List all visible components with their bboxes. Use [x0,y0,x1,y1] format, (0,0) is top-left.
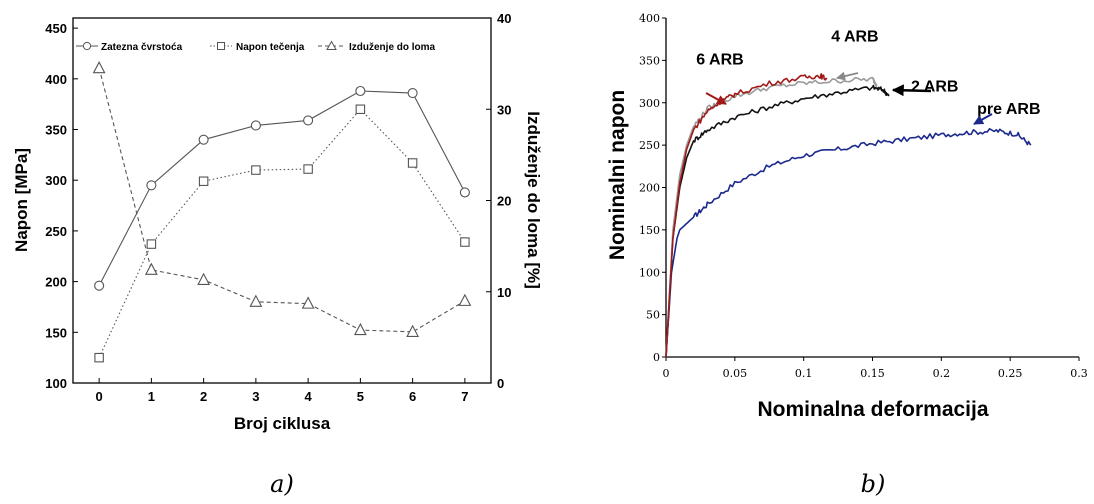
data-point [303,164,313,174]
chart-a-frame [72,17,492,384]
data-point [146,239,157,249]
x-tick-label: 0.2 [933,367,951,380]
chart-a-y-axis-label: Napon [MPa] [12,148,31,252]
y-tick-label: 300 [45,173,67,188]
data-point [353,322,367,336]
data-point [94,280,105,291]
data-point [144,262,158,275]
y-tick-label: 250 [45,224,67,239]
annotation-arrows [705,71,993,125]
data-point [301,296,315,309]
chart-a: 0 1 2 3 4 5 6 7 100 150 200 250 300 350 400 450 0 10 20 3… [12,11,543,498]
series-napon-tecenja [94,104,470,363]
y-tick-label: 350 [45,123,67,138]
y-tick-label: 100 [639,266,660,279]
series-line [98,90,466,286]
annotation-pre-arb: pre ARB [977,101,1040,118]
annotation-6-arb: 6 ARB [696,52,743,69]
right-y-tick-label: 0 [497,376,504,391]
legend-label: Napon tečenja [236,42,305,53]
y-tick-label: 200 [639,182,660,195]
x-tick-label: 0.15 [860,367,885,380]
data-point [92,61,106,74]
series-pre-arb [665,128,1032,358]
x-tick-label: 0 [663,367,670,380]
legend-entry-napon-tecenja: Napon tečenja [210,42,305,53]
y-tick-label: 150 [45,325,67,340]
y-tick-label: 50 [646,309,660,322]
x-tick-label: 1 [148,389,155,404]
x-tick-label: 2 [200,389,207,404]
chart-b-x-axis-label: Nominalna deformacija [757,398,988,421]
x-tick-label: 3 [252,389,259,404]
legend-label: Izduženje do loma [349,42,436,53]
caption-b: b) [861,470,886,498]
data-point [406,324,420,337]
legend-label: Zatezna čvrstoća [101,42,183,53]
series-2-arb [665,84,890,358]
x-tick-label: 0 [96,389,103,404]
y-tick-label: 450 [45,21,67,36]
right-y-tick-label: 10 [497,285,511,300]
data-point [146,180,157,191]
x-tick-label: 7 [461,389,468,404]
series-zatezna-cvrstoca [94,85,470,291]
legend-entry-izduzenje-do-loma: Izduženje do loma [318,40,436,53]
y-tick-label: 200 [45,275,67,290]
y-tick-label: 100 [45,376,67,391]
y-tick-label: 0 [653,351,660,364]
right-y-tick-label: 20 [497,194,511,209]
data-point [94,352,104,363]
x-tick-label: 4 [305,389,313,404]
chart-b: 0 0.05 0.1 0.15 0.2 0.25 0.3 0 50 100 150 200 250 30… [606,12,1088,498]
annotation-4-arb: 4 ARB [831,29,878,46]
data-point [250,120,261,131]
data-point [407,87,418,99]
data-point [407,158,418,168]
arrow-6-arb [705,92,727,105]
data-point [303,115,314,126]
chart-a-right-axis-label: Izduženje do loma [%] [524,111,543,289]
arrow-pre-arb [973,113,993,125]
data-point [355,85,366,97]
y-tick-label: 300 [639,97,660,110]
chart-a-legend: Zatezna čvrstoća Napon tečenja Izduženje… [76,40,436,53]
x-tick-label: 0.3 [1070,367,1088,380]
right-y-tick-label: 40 [497,11,511,26]
y-tick-label: 400 [45,72,67,87]
chart-b-y-axis-label: Nominalni napon [606,90,629,260]
data-point [458,293,472,306]
y-tick-label: 350 [639,54,660,67]
y-tick-label: 400 [639,12,660,25]
data-point [460,237,470,247]
data-point [355,104,366,115]
x-tick-label: 6 [409,389,416,404]
series-line [98,68,466,333]
data-point [251,165,261,175]
series-6-arb [665,73,828,358]
chart-a-x-axis-label: Broj ciklusa [234,414,331,433]
series-izduzenje-do-loma [92,61,472,337]
series-line [98,108,466,358]
annotation-2-arb: 2 ARB [911,79,958,96]
y-tick-label: 150 [639,224,660,237]
data-point [197,272,211,285]
data-point [459,187,470,198]
legend-entry-zatezna-cvrstoca: Zatezna čvrstoća [76,41,183,53]
data-point [198,134,209,145]
x-tick-label: 5 [357,389,364,404]
x-tick-label: 0.1 [795,367,813,380]
x-tick-label: 0.25 [998,367,1023,380]
x-tick-label: 0.05 [723,367,748,380]
y-tick-label: 250 [639,139,660,152]
right-y-tick-label: 30 [497,102,511,117]
caption-a: a) [270,470,294,498]
data-point [198,176,209,186]
arrow-2-arb [891,84,932,97]
arrow-4-arb [836,71,859,81]
series-4-arb [665,76,878,358]
data-point [249,294,263,307]
